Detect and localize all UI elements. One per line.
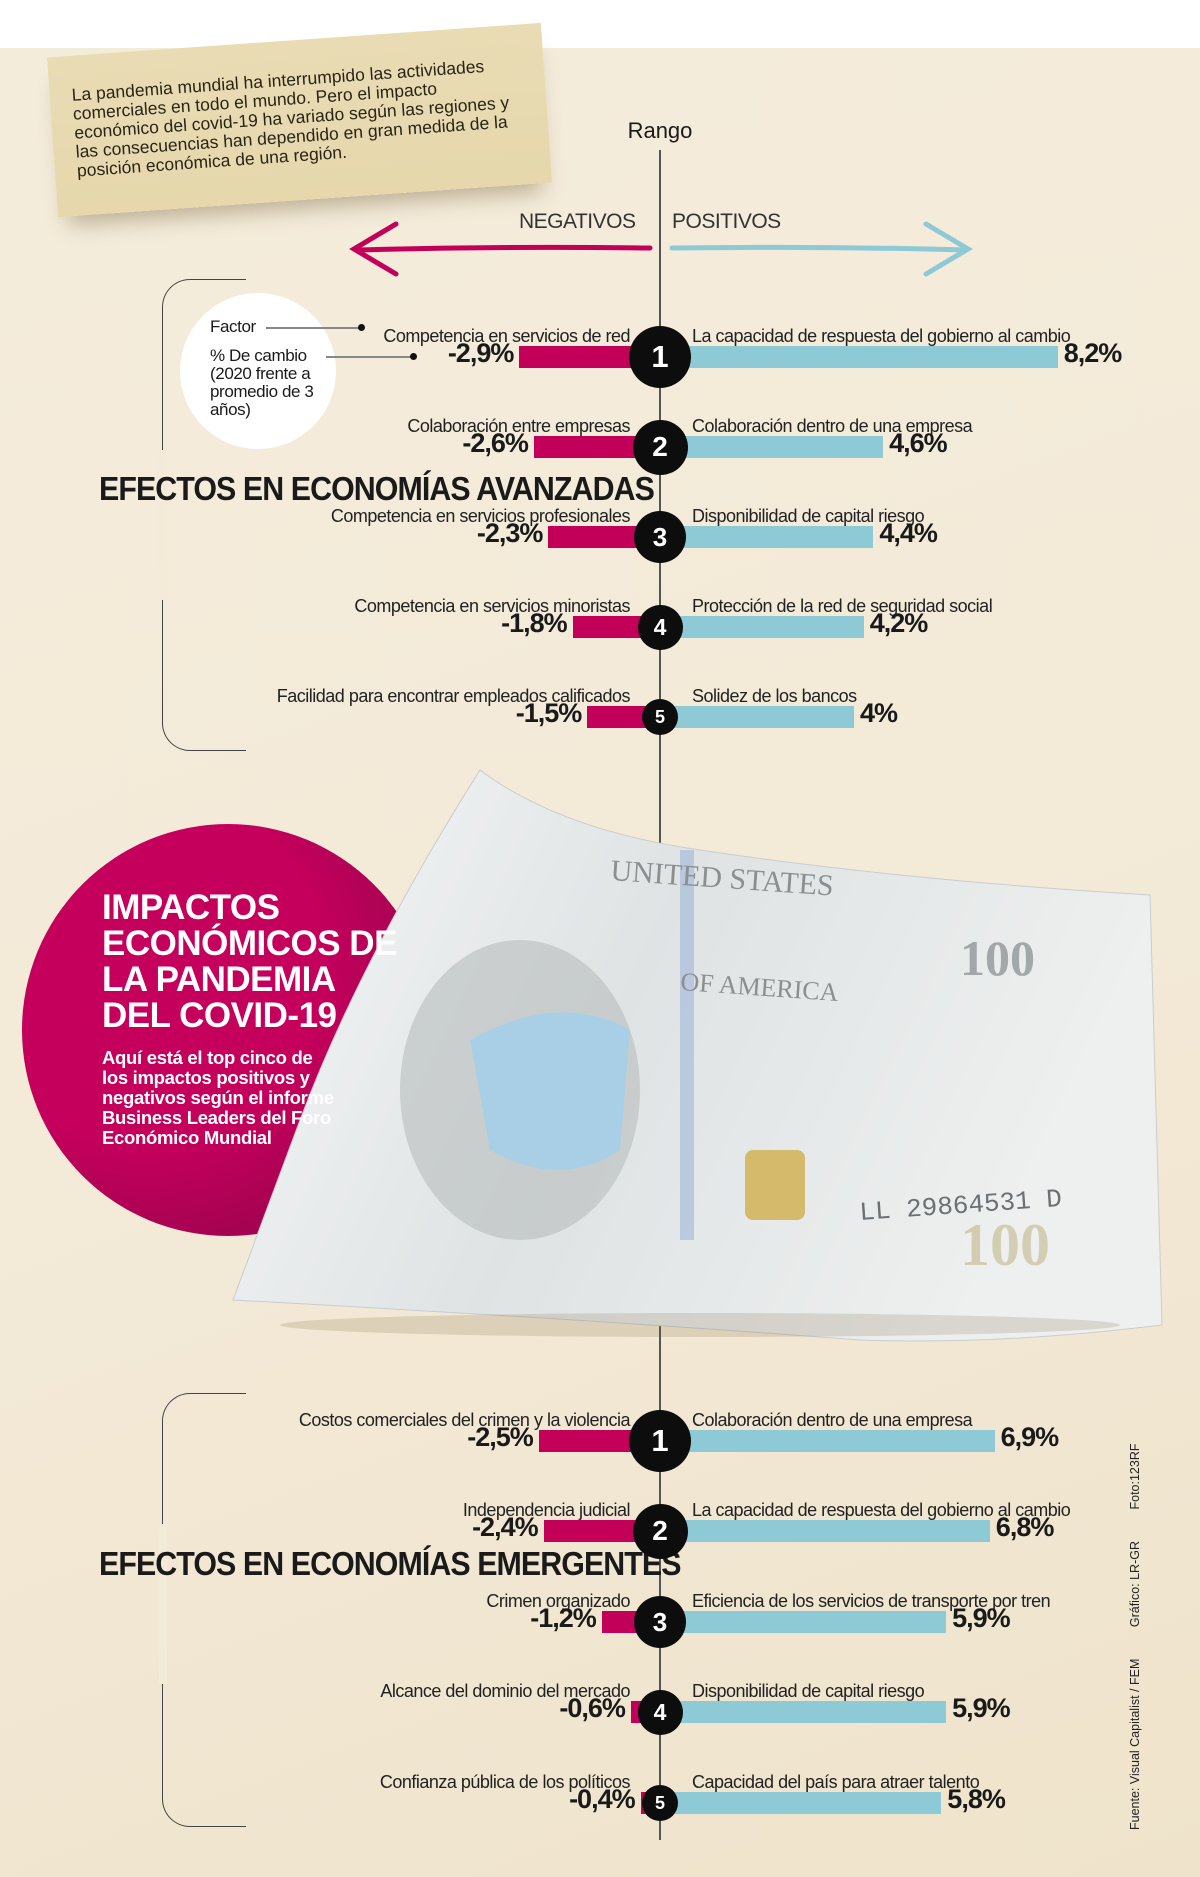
positive-bar [660,1701,947,1723]
rank-badge: 3 [634,511,686,563]
positive-bar [660,616,864,638]
negative-bar [519,346,660,368]
positive-factor-label: Protección de la red de seguridad social [692,596,993,616]
section-bracket-advanced [159,279,246,751]
direction-arrows [349,221,973,277]
positive-factor-label: Colaboración dentro de una empresa [692,416,973,436]
positive-factor-label: La capacidad de respuesta del gobierno a… [692,1500,1071,1520]
negative-value: -2,4% [472,1512,539,1542]
positive-factor-label: Colaboración dentro de una empresa [692,1410,973,1430]
negative-value: -2,6% [462,428,529,458]
positive-bar [660,1520,990,1542]
negative-bar [533,436,660,458]
positive-factor-label: La capacidad de respuesta del gobierno a… [692,326,1071,346]
negative-factor-label: Competencia en servicios minoristas [354,596,630,616]
rank-badge: 3 [634,1596,686,1648]
rank-badge: 4 [637,604,683,650]
subtitle-part: de los impactos positivos y negativos se… [102,1047,334,1148]
axis-title: Rango [627,118,693,143]
legend-factor: Factor [210,317,256,336]
positive-value: 5,8% [947,1784,1006,1814]
positive-value: 6,8% [995,1512,1055,1542]
negative-value: -0,6% [559,1693,626,1723]
credits: Fuente: Visual Capitalist / FEM Gráfico:… [1128,1416,1142,1831]
rank-badge: 2 [632,1503,688,1559]
subtitle-part: Aquí está el [102,1047,208,1068]
main-title: IMPACTOS ECONÓMICOS DE LA PANDEMIA DEL C… [102,888,397,1035]
rank-badge: 4 [637,1689,683,1735]
negative-factor-label: Confianza pública de los políticos [379,1772,631,1792]
positive-factor-label: Disponibilidad de capital riesgo [692,506,925,526]
positive-bar [660,1792,942,1814]
positive-factor-label: Disponibilidad de capital riesgo [692,1681,925,1701]
rank-badge: 5 [642,699,678,735]
rank-badge: 5 [642,1785,678,1821]
positive-bar [660,1430,995,1452]
positive-value: 5,9% [952,1693,1011,1723]
positive-value: 6,9% [1000,1422,1060,1452]
positive-value: 4% [860,698,898,728]
negative-factor-label: Competencia en servicios de red [383,326,630,346]
negative-value: -1,8% [501,608,568,638]
positive-value: 5,9% [952,1603,1011,1633]
legend-leader-factor [266,327,360,329]
positive-bar [660,526,874,548]
negative-factor-label: Independencia judicial [462,1500,631,1520]
section-title-emerging: EFECTOS EN ECONOMÍAS EMERGENTES [99,1545,682,1582]
legend-dot-factor [358,324,365,331]
positive-value: 4,2% [869,608,929,638]
positive-arrow-icon [669,221,973,277]
negative-bar [548,526,660,548]
positive-value: 4,6% [889,428,948,458]
positive-direction-label: POSITIVOS [672,210,781,233]
rank-badge: 1 [629,326,691,388]
legend-circle: Factor % De cambio (2020 frente a promed… [180,293,336,449]
positive-bar [660,706,854,728]
negative-value: -2,5% [467,1422,534,1452]
rank-badge: 2 [632,419,688,475]
negative-bar [587,706,660,728]
negative-value: -1,5% [515,698,583,728]
negative-factor-label: Facilidad para encontrar empleados calif… [276,686,631,706]
negative-factor-label: Crimen organizado [486,1591,630,1611]
credit-graphic: Gráfico: LR-GR [1128,1541,1142,1628]
negative-factor-label: Alcance del dominio del mercado [380,1681,630,1701]
positive-factor-label: Eficiencia de los servicios de transport… [692,1591,1051,1611]
negative-value: -2,9% [447,338,515,368]
negative-factor-label: Costos comerciales del crimen y la viole… [298,1410,631,1430]
positive-value: 4,4% [879,518,938,548]
positive-bar [660,1611,947,1633]
positive-bar [660,346,1058,368]
negative-value: -2,3% [476,518,544,548]
section-title-advanced: EFECTOS EN ECONOMÍAS AVANZADAS [99,470,655,507]
legend-leader-change [326,356,412,358]
section-bracket-emerging [159,1393,246,1827]
negative-bar [543,1520,660,1542]
positive-bar [660,436,884,458]
subtitle-bold: top cinco [207,1047,287,1068]
negative-value: -1,2% [530,1603,597,1633]
positive-factor-label: Solidez de los bancos [692,686,857,706]
positive-factor-label: Capacidad del país para atraer talento [692,1772,980,1792]
credit-photo: Foto:123RF [1128,1443,1142,1510]
negative-arrow-icon [349,221,653,277]
legend-dot-change [410,353,417,360]
negative-factor-label: Colaboración entre empresas [407,416,630,436]
credit-source: Fuente: Visual Capitalist / FEM [1128,1658,1142,1830]
positive-value: 8,2% [1063,338,1123,368]
negative-factor-label: Competencia en servicios profesionales [330,506,631,526]
center-axis-line [659,150,661,1840]
legend-change: % De cambio (2020 frente a promedio de 3… [210,346,314,419]
negative-direction-label: NEGATIVOS [519,210,636,233]
rank-badge: 1 [629,1410,691,1472]
main-subtitle: Aquí está el top cinco de los impactos p… [102,1048,342,1148]
negative-value: -0,4% [569,1784,636,1814]
